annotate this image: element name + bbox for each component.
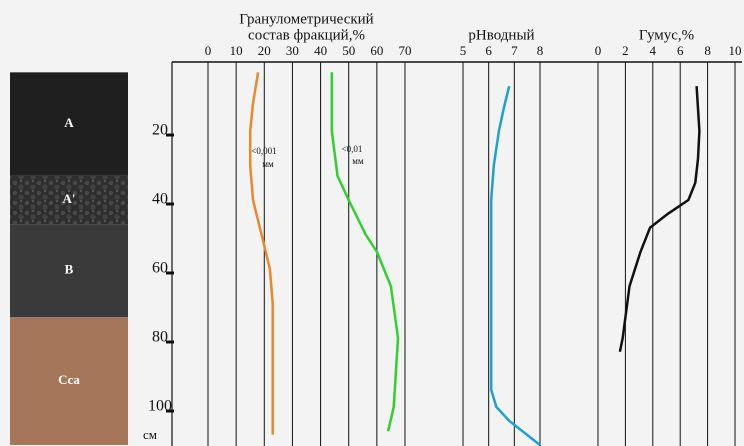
chart-title: Гумус,% bbox=[639, 27, 694, 43]
depth-label: 80 bbox=[152, 329, 168, 346]
horizon-label: Cca bbox=[58, 372, 80, 387]
chart-title: Гранулометрический bbox=[239, 11, 373, 27]
depth-label: 20 bbox=[152, 122, 168, 139]
x-tick-label: 2 bbox=[622, 43, 629, 58]
series-line bbox=[332, 72, 398, 431]
x-tick-label: 70 bbox=[399, 43, 412, 58]
series-line bbox=[491, 86, 540, 445]
x-tick-label: 6 bbox=[677, 43, 684, 58]
x-tick-label: 0 bbox=[205, 43, 212, 58]
series-line bbox=[620, 86, 700, 352]
x-tick-label: 6 bbox=[485, 43, 492, 58]
series-name: <0,001 bbox=[251, 146, 276, 156]
x-tick-label: 50 bbox=[342, 43, 355, 58]
horizon-label: A' bbox=[63, 191, 76, 206]
depth-unit: см bbox=[143, 427, 157, 442]
depth-label: 60 bbox=[152, 260, 168, 277]
x-tick-label: 8 bbox=[704, 43, 711, 58]
x-tick-label: 5 bbox=[460, 43, 467, 58]
x-tick-label: 0 bbox=[595, 43, 602, 58]
chart-title: состав фракций,% bbox=[248, 27, 365, 43]
x-tick-label: 8 bbox=[537, 43, 544, 58]
depth-label: 40 bbox=[152, 191, 168, 208]
series-unit: мм bbox=[262, 159, 274, 169]
x-tick-label: 7 bbox=[511, 43, 518, 58]
series-line bbox=[250, 72, 273, 434]
x-tick-label: 20 bbox=[258, 43, 271, 58]
x-tick-label: 10 bbox=[230, 43, 243, 58]
x-tick-label: 4 bbox=[650, 43, 657, 58]
x-tick-label: 40 bbox=[314, 43, 327, 58]
x-tick-label: 30 bbox=[286, 43, 299, 58]
x-tick-label: 60 bbox=[370, 43, 383, 58]
x-tick-label: 10 bbox=[729, 43, 742, 58]
chart-title: рНводный bbox=[468, 27, 534, 43]
soil-chart: AA'BCca20406080100смГранулометрическийсо… bbox=[0, 0, 744, 446]
series-unit: мм bbox=[352, 156, 364, 166]
horizon-label: A bbox=[64, 115, 74, 130]
series-name: <0,01 bbox=[342, 144, 363, 154]
horizon-label: B bbox=[65, 262, 74, 277]
